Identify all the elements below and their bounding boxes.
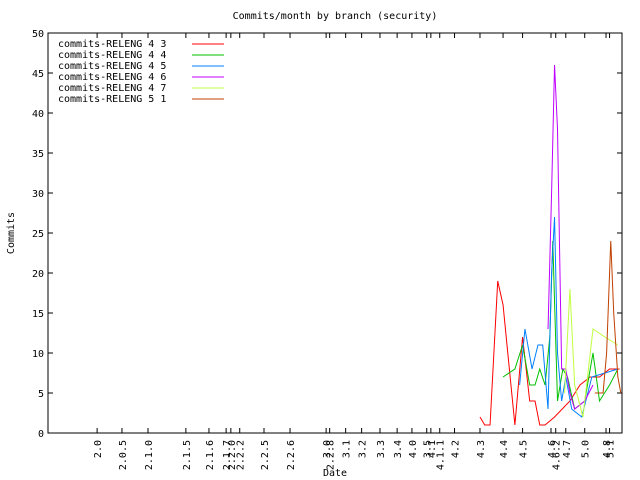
- series-line: [594, 240, 622, 394]
- chart-title: Commits/month by branch (security): [233, 11, 438, 22]
- legend-label: commits-RELENG 4 4: [58, 50, 166, 61]
- x-tick-label: 4.1.1: [436, 440, 447, 470]
- x-tick-label: 4.5: [519, 440, 530, 458]
- y-tick-label: 45: [32, 69, 44, 80]
- y-tick-label: 0: [38, 429, 44, 440]
- y-tick-label: 30: [32, 189, 44, 200]
- x-tick-label: 3.0: [322, 440, 333, 458]
- x-tick-label: 5.1: [606, 440, 617, 458]
- legend-label: commits-RELENG 4 6: [58, 72, 166, 83]
- y-tick-label: 15: [32, 309, 44, 320]
- x-tick-label: 2.2.6: [286, 440, 297, 470]
- x-tick-label: 2.1.7: [222, 440, 233, 470]
- x-tick-label: 4.6: [547, 440, 558, 458]
- y-tick-label: 25: [32, 229, 44, 240]
- x-tick-label: 2.2.0: [227, 440, 238, 470]
- y-tick-label: 35: [32, 149, 44, 160]
- series-line: [564, 288, 619, 418]
- y-axis-label: Commits: [6, 212, 17, 254]
- x-tick-label: 4.3: [476, 440, 487, 458]
- x-tick-label: 2.0.5: [118, 440, 129, 470]
- x-tick-label: 2.0: [93, 440, 104, 458]
- x-tick-label: 2.1.6: [205, 440, 216, 470]
- x-tick-label: 4.1: [427, 440, 438, 458]
- x-tick-label: 2.2.2: [236, 440, 247, 470]
- x-tick-label: 3.1: [342, 440, 353, 458]
- x-axis-label: Date: [323, 468, 347, 479]
- x-tick-label: 4.8: [602, 440, 613, 458]
- series-line: [502, 240, 619, 410]
- y-tick-label: 40: [32, 109, 44, 120]
- x-tick-label: 3.5: [423, 440, 434, 458]
- x-tick-label: 4.2: [451, 440, 462, 458]
- y-tick-label: 50: [32, 29, 44, 40]
- x-tick-label: 3.2: [358, 440, 369, 458]
- x-tick-label: 4.0: [408, 440, 419, 458]
- x-tick-label: 3.4: [393, 440, 404, 458]
- y-tick-label: 5: [38, 389, 44, 400]
- x-tick-label: 3.3: [376, 440, 387, 458]
- y-tick-label: 20: [32, 269, 44, 280]
- y-tick-label: 10: [32, 349, 44, 360]
- legend-label: commits-RELENG 4 3: [58, 39, 166, 50]
- legend-label: commits-RELENG 4 5: [58, 61, 166, 72]
- x-tick-label: 4.7: [562, 440, 573, 458]
- x-tick-label: 2.1.5: [182, 440, 193, 470]
- x-tick-label: 2.2.5: [260, 440, 271, 470]
- legend-label: commits-RELENG 4 7: [58, 83, 166, 94]
- x-tick-label: 5.0: [581, 440, 592, 458]
- x-tick-label: 2.1.0: [144, 440, 155, 470]
- x-tick-label: 2.2.8: [326, 440, 337, 470]
- x-tick-label: 4.4: [499, 440, 510, 458]
- legend-label: commits-RELENG 5 1: [58, 94, 166, 105]
- x-tick-label: 4.6.2: [552, 440, 563, 470]
